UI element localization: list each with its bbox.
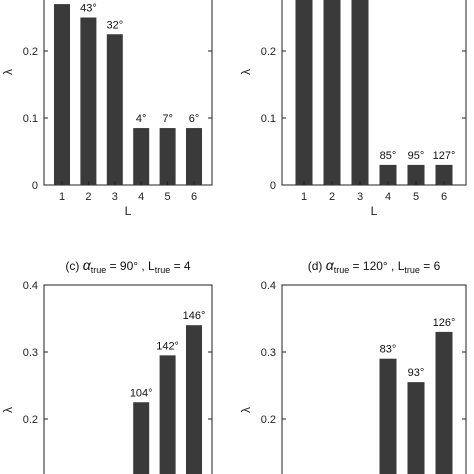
panel-title: (c) αtrue = 90° , Ltrue = 4 — [65, 257, 191, 275]
x-tick-label: 3 — [357, 191, 363, 203]
bar-4 — [379, 358, 397, 474]
bar-label-2: 43° — [80, 3, 97, 15]
x-tick-label: 4 — [385, 191, 391, 203]
plot-frame — [281, 284, 467, 474]
bar-label-6: 6° — [189, 113, 200, 125]
title-L-val: = 4 — [170, 259, 191, 273]
bar-6 — [186, 128, 202, 185]
y-tick-label: 0.1 — [261, 113, 276, 125]
bar-3 — [351, 0, 369, 185]
bar-5 — [407, 382, 425, 474]
x-tick-label: 2 — [329, 191, 335, 203]
bar-1 — [54, 4, 70, 185]
panel-2: 0 0.1 0.2 λ 1 2 3 85° 4 95° 5 127° 6 L — [239, 0, 467, 218]
bar-2 — [323, 0, 341, 185]
bar-5 — [159, 128, 176, 185]
y-tick-label: 0 — [270, 180, 276, 192]
title-alpha-sub: true — [334, 265, 350, 275]
y-tick-label: 0.2 — [261, 46, 276, 58]
y-tick-label: 0 — [32, 180, 38, 192]
y-axis-label: λ — [239, 69, 253, 75]
x-tick-label: 1 — [301, 191, 307, 203]
x-tick-label: 5 — [413, 191, 419, 203]
title-alpha-sub: true — [91, 265, 107, 275]
bar-4 — [133, 128, 150, 185]
bar-label-4: 83° — [380, 344, 397, 356]
plot-frame — [43, 284, 213, 474]
bar-label-5: 142° — [156, 340, 179, 352]
bar-label-5: 93° — [408, 367, 425, 379]
bar-1 — [295, 0, 313, 185]
title-alpha-val: = 120° , L — [349, 259, 404, 273]
y-tick-label: 0.3 — [261, 347, 276, 359]
plot-frame — [43, 0, 213, 186]
title-L-sub: true — [404, 265, 420, 275]
panel-title: (d) αtrue = 120° , Ltrue = 6 — [308, 257, 441, 275]
title-L-val: = 6 — [420, 259, 441, 273]
bar-6 — [435, 331, 453, 474]
x-tick-label: 1 — [59, 191, 65, 203]
x-tick-label: 3 — [112, 191, 118, 203]
x-axis-label: L — [125, 204, 132, 218]
y-tick-label: 0.1 — [23, 113, 38, 125]
bar-label-4: 104° — [130, 387, 153, 399]
x-tick-label: 6 — [441, 191, 447, 203]
bar-label-5: 95° — [408, 150, 425, 162]
bar-label-6: 146° — [183, 310, 206, 322]
bar-6 — [186, 325, 202, 474]
bar-3 — [106, 34, 123, 185]
bar-label-4: 4° — [136, 113, 147, 125]
bar-4 — [133, 402, 150, 474]
panel-1: 0 0.1 0.2 λ 1 43° 2 32° 3 4° 4 7° 5 6° 6 L — [1, 0, 213, 218]
bar-4 — [379, 164, 397, 185]
y-axis-label: λ — [1, 407, 15, 413]
x-axis-label: L — [371, 204, 378, 218]
y-axis-label: λ — [1, 69, 15, 75]
plot-frame — [281, 0, 467, 186]
x-tick-label: 5 — [165, 191, 171, 203]
y-tick-label: 0.3 — [23, 347, 38, 359]
bar-label-3: 32° — [106, 19, 123, 31]
title-alpha: α — [83, 257, 92, 273]
title-prefix: (d) — [308, 259, 326, 273]
title-alpha-val: = 90° , L — [106, 259, 155, 273]
bar-label-6: 127° — [433, 150, 456, 162]
y-tick-label: 0.2 — [23, 414, 38, 426]
bar-label-6: 126° — [433, 317, 456, 329]
bar-label-5: 7° — [162, 113, 173, 125]
y-tick-label: 0.4 — [261, 280, 276, 292]
title-prefix: (c) — [65, 259, 82, 273]
y-tick-label: 0.2 — [23, 46, 38, 58]
x-tick-label: 4 — [138, 191, 144, 203]
y-axis-label: λ — [239, 407, 253, 413]
bar-2 — [80, 17, 97, 185]
bar-5 — [159, 355, 176, 474]
y-tick-label: 0.2 — [261, 414, 276, 426]
x-tick-label: 6 — [191, 191, 197, 203]
y-tick-label: 0.4 — [23, 280, 38, 292]
bar-6 — [435, 164, 453, 185]
bar-label-4: 85° — [380, 150, 397, 162]
title-L-sub: true — [155, 265, 171, 275]
title-alpha: α — [326, 257, 335, 273]
x-tick-label: 2 — [85, 191, 91, 203]
bar-5 — [407, 164, 425, 185]
